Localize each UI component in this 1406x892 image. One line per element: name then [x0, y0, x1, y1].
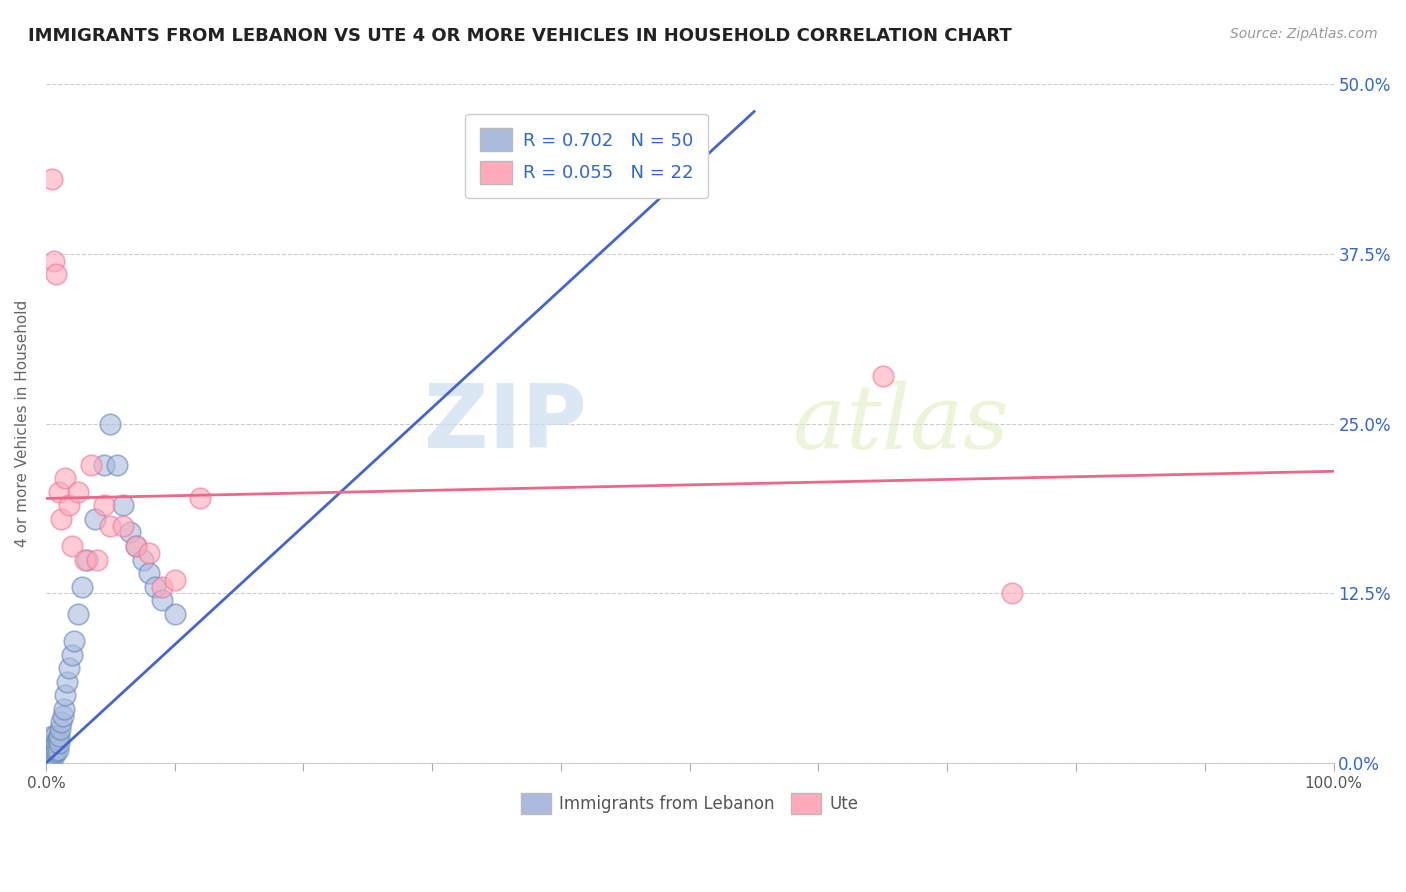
Point [131, 552, 153, 566]
Point [41, 172, 63, 186]
Point [125, 539, 148, 553]
Point [150, 593, 173, 607]
Point [93, 498, 115, 512]
Text: ZIP: ZIP [425, 380, 586, 467]
Point [39, 744, 62, 758]
Point [48, 729, 70, 743]
Point [60, 648, 83, 662]
Point [86, 552, 108, 566]
Point [93, 458, 115, 472]
Point [53, 688, 76, 702]
Point [51, 512, 73, 526]
Point [46, 742, 69, 756]
Point [42, 253, 65, 268]
Legend: Immigrants from Lebanon, Ute: Immigrants from Lebanon, Ute [513, 785, 868, 822]
Point [163, 607, 186, 621]
Text: Source: ZipAtlas.com: Source: ZipAtlas.com [1230, 27, 1378, 41]
Point [48, 736, 70, 750]
Point [48, 484, 70, 499]
Point [38, 745, 60, 759]
Point [38, 749, 60, 764]
Point [38, 739, 60, 754]
Point [51, 715, 73, 730]
Point [872, 369, 894, 384]
Point [76, 552, 98, 566]
Point [44, 745, 66, 759]
Y-axis label: 4 or more Vehicles in Household: 4 or more Vehicles in Household [15, 301, 30, 548]
Point [41, 749, 63, 764]
Point [39, 736, 62, 750]
Point [83, 512, 105, 526]
Point [42, 742, 65, 756]
Point [112, 498, 135, 512]
Point [52, 708, 75, 723]
Point [44, 739, 66, 754]
Point [53, 702, 76, 716]
Point [58, 498, 80, 512]
Point [80, 458, 103, 472]
Point [49, 722, 72, 736]
Point [53, 471, 76, 485]
Point [42, 736, 65, 750]
Point [60, 539, 83, 553]
Point [105, 458, 128, 472]
Point [42, 749, 65, 764]
Point [44, 729, 66, 743]
Point [63, 634, 86, 648]
Point [70, 580, 93, 594]
Text: IMMIGRANTS FROM LEBANON VS UTE 4 OR MORE VEHICLES IN HOUSEHOLD CORRELATION CHART: IMMIGRANTS FROM LEBANON VS UTE 4 OR MORE… [28, 27, 1012, 45]
Point [67, 484, 90, 499]
Text: atlas: atlas [793, 380, 1008, 467]
Point [38, 745, 60, 759]
Point [145, 580, 167, 594]
Point [112, 518, 135, 533]
Point [45, 736, 67, 750]
Point [45, 268, 67, 282]
Point [38, 742, 60, 756]
Point [190, 491, 212, 506]
Point [138, 566, 160, 580]
Point [41, 747, 63, 761]
Point [73, 552, 96, 566]
Point [55, 674, 77, 689]
Point [98, 417, 121, 431]
Point [1001, 586, 1024, 600]
Point [163, 573, 186, 587]
Point [46, 731, 69, 746]
Point [41, 729, 63, 743]
Point [118, 525, 141, 540]
Point [67, 607, 90, 621]
Point [138, 546, 160, 560]
Point [125, 539, 148, 553]
Point [39, 747, 62, 762]
Point [150, 580, 173, 594]
Point [58, 661, 80, 675]
Point [41, 742, 63, 756]
Point [37, 749, 59, 764]
Point [98, 518, 121, 533]
Point [39, 752, 62, 766]
Point [45, 742, 67, 756]
